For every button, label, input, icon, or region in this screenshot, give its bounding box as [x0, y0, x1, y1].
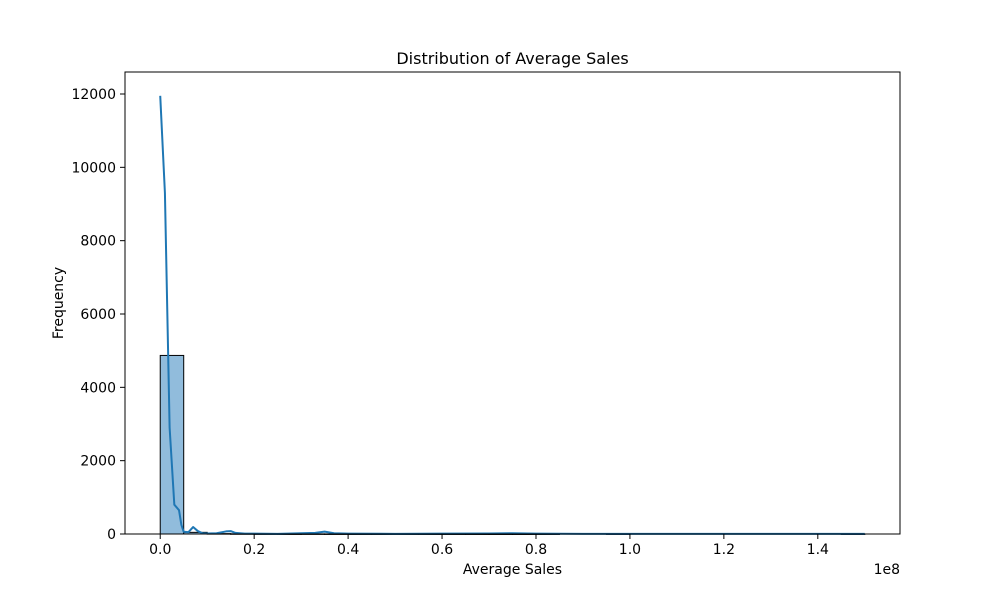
y-tick-label: 10000 — [71, 160, 116, 176]
chart-title: Distribution of Average Sales — [396, 49, 628, 68]
x-tick-label: 1.0 — [619, 542, 641, 558]
x-axis-offset-label: 1e8 — [874, 562, 900, 578]
y-axis: 0 2000 4000 6000 8000 10000 12000 — [71, 87, 125, 543]
x-axis: 0.0 0.2 0.4 0.6 0.8 1.0 1.2 1.4 — [149, 534, 829, 558]
y-axis-label: Frequency — [51, 267, 67, 339]
histogram-bar — [159, 354, 185, 535]
x-tick-label: 1.2 — [713, 542, 735, 558]
x-tick-label: 1.4 — [807, 542, 829, 558]
y-tick-label: 4000 — [80, 380, 116, 396]
x-axis-label: Average Sales — [463, 562, 562, 578]
y-tick-label: 0 — [107, 527, 116, 543]
y-tick-label: 2000 — [80, 454, 116, 470]
kde-curve — [159, 95, 865, 535]
y-tick-label: 12000 — [71, 87, 116, 103]
x-tick-label: 0.0 — [149, 542, 171, 558]
x-tick-label: 0.4 — [337, 542, 359, 558]
y-tick-label: 8000 — [80, 234, 116, 250]
histogram-bars — [159, 354, 866, 535]
x-tick-label: 0.2 — [243, 542, 265, 558]
y-tick-label: 6000 — [80, 307, 116, 323]
plot-area-frame — [124, 71, 901, 535]
x-tick-label: 0.6 — [431, 542, 453, 558]
x-tick-label: 0.8 — [525, 542, 547, 558]
